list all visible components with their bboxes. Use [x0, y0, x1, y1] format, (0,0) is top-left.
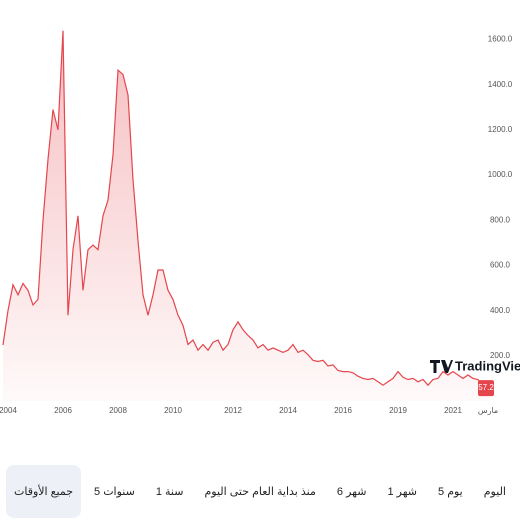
logo: TradingView	[430, 358, 520, 373]
price-label: 57.2	[478, 383, 494, 392]
y-tick-label: 1400.0	[488, 80, 513, 89]
range-button[interactable]: 1 شهر	[387, 485, 417, 498]
price-line	[2, 30, 489, 389]
x-tick-label: 2012	[224, 406, 242, 415]
x-tick-label: 2004	[0, 406, 17, 415]
y-tick-label: 1000.0	[488, 170, 513, 179]
chart: TradingView 200.0 400.0 600.0 800.0 1000.0 12…	[0, 30, 520, 415]
area-fill	[3, 30, 488, 401]
x-tick-label: 2010	[164, 406, 182, 415]
range-button[interactable]: جميع الأوقات	[6, 464, 81, 518]
range-button[interactable]: 5 سنوات	[94, 485, 135, 498]
price-label-bg	[478, 380, 494, 397]
range-button[interactable]: 1 سنة	[155, 485, 184, 498]
x-tick-label: 2019	[389, 406, 407, 415]
y-tick-label: 200.0	[490, 351, 511, 360]
range-button[interactable]: منذ بداية العام حتى اليوم	[204, 485, 316, 498]
y-tick-label: 600.0	[490, 261, 511, 270]
y-tick-label: 800.0	[490, 215, 511, 224]
y-tick-label: 1600.0	[488, 35, 513, 44]
x-tick-label: 2016	[334, 406, 352, 415]
logo-icon	[430, 360, 453, 373]
x-tick-label: 2006	[54, 406, 72, 415]
y-tick-label: 1200.0	[488, 125, 513, 134]
x-tick-label: 2008	[109, 406, 127, 415]
y-tick-label: 400.0	[490, 306, 511, 315]
logo-text: TradingView	[455, 358, 520, 373]
range-button[interactable]: 6 شهر	[336, 485, 367, 498]
range-button[interactable]: 5 يوم	[438, 485, 463, 498]
x-tick-label: 2014	[279, 406, 297, 415]
range-button[interactable]: اليوم	[483, 485, 506, 498]
x-tick-label: مارس	[478, 406, 498, 415]
x-tick-label: 2021	[444, 406, 462, 415]
range-toolbar: اليوم 5 يوم 1 شهر 6 شهر منذ بداية العام حتى …	[0, 464, 520, 518]
